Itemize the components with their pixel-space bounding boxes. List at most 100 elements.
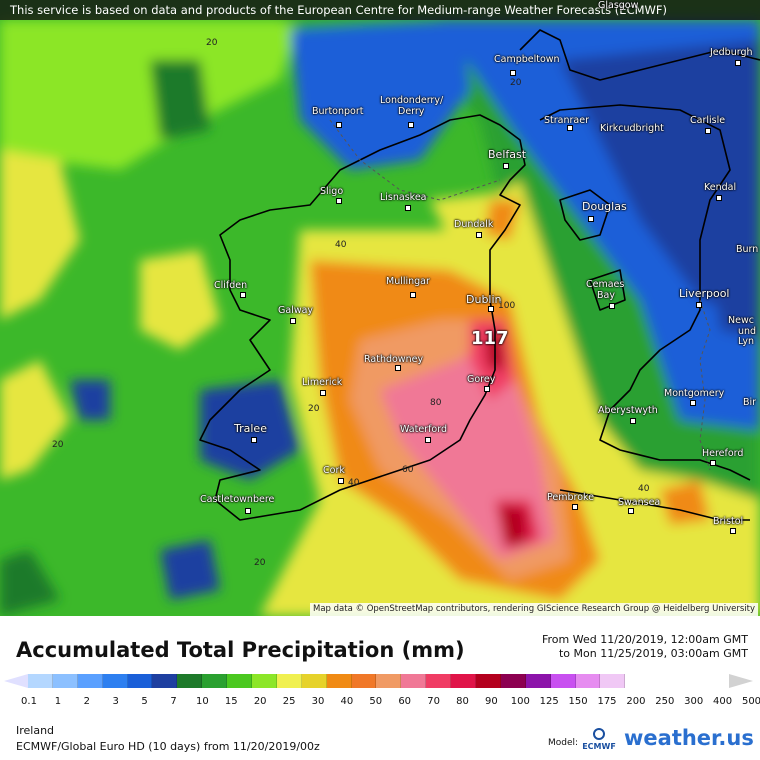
colorbar-tick-label: 80 xyxy=(456,696,469,707)
city-label: Newc xyxy=(728,315,754,326)
map-title: Accumulated Total Precipitation (mm) xyxy=(16,638,465,662)
colorbar-tick-label: 2 xyxy=(83,696,90,707)
colorbar-tick-label: 5 xyxy=(141,696,148,707)
colorbar-swatch xyxy=(276,674,302,688)
city-label: Stranraer xyxy=(544,115,589,126)
city-label: Galway xyxy=(278,305,314,316)
city-label: Tralee xyxy=(234,422,267,435)
city-marker xyxy=(730,528,736,534)
colorbar-tick-label: 175 xyxy=(597,696,617,707)
map-data-credit: Map data © OpenStreetMap contributors, r… xyxy=(310,603,758,616)
legend-panel: Accumulated Total Precipitation (mm) Fro… xyxy=(0,616,760,760)
city-marker xyxy=(336,122,342,128)
city-label: Douglas xyxy=(582,200,627,213)
colorbar-tick-label: 125 xyxy=(539,696,559,707)
colorbar-swatch xyxy=(476,674,501,688)
region-label: Ireland xyxy=(16,724,55,737)
precipitation-map[interactable]: This service is based on data and produc… xyxy=(0,0,760,616)
contour-label: 20 xyxy=(254,558,266,568)
colorbar-swatch xyxy=(451,674,477,688)
city-marker xyxy=(395,365,401,371)
city-marker xyxy=(735,60,741,66)
city-label: Limerick xyxy=(302,377,343,388)
colorbar-swatch xyxy=(102,674,128,688)
model-source: ECMWF/Global Euro HD (10 days) from 11/2… xyxy=(16,740,320,753)
max-value-label: 117 xyxy=(471,328,509,349)
colorbar-swatch xyxy=(301,674,327,688)
colorbar-tick-label: 0.1 xyxy=(21,696,37,707)
city-marker xyxy=(484,386,490,392)
colorbar-swatch xyxy=(376,674,402,688)
contour-label: 40 xyxy=(348,478,360,488)
colorbar-swatch xyxy=(426,674,452,688)
city-marker xyxy=(696,302,702,308)
city-marker xyxy=(503,163,509,169)
city-label: Swansea xyxy=(618,497,661,508)
city-label: Castletownbere xyxy=(200,494,275,505)
city-label: Dundalk xyxy=(454,219,494,230)
city-label: Bir xyxy=(743,397,757,408)
city-marker xyxy=(338,478,344,484)
colorbar-tick-label: 200 xyxy=(626,696,646,707)
colorbar xyxy=(28,674,626,688)
colorbar-min-arrow xyxy=(4,674,28,688)
model-label: Model: xyxy=(548,738,579,748)
colorbar-tick-label: 50 xyxy=(369,696,383,707)
city-label: Sligo xyxy=(320,186,344,197)
valid-to: to Mon 11/25/2019, 03:00am GMT xyxy=(558,647,748,660)
ecmwf-logo: ECMWF xyxy=(580,728,618,754)
colorbar-tick-label: 150 xyxy=(568,696,588,707)
colorbar-tick-label: 60 xyxy=(398,696,412,707)
colorbar-tick-label: 25 xyxy=(282,696,296,707)
contour-label: 100 xyxy=(498,301,516,311)
city-label: und xyxy=(738,326,757,337)
city-label: Cork xyxy=(323,465,345,476)
colorbar-tick-label: 400 xyxy=(713,696,733,707)
city-label: Campbeltown xyxy=(494,54,560,65)
city-marker xyxy=(630,418,636,424)
city-label: Montgomery xyxy=(664,388,725,399)
city-label: Kirkcudbright xyxy=(600,123,664,134)
colorbar-tick-label: 3 xyxy=(112,696,119,707)
colorbar-swatch xyxy=(600,674,626,688)
ecmwf-attribution-banner: This service is based on data and produc… xyxy=(0,0,760,20)
city-label: Glasgow xyxy=(598,0,639,11)
colorbar-swatch xyxy=(127,674,153,688)
city-label: Burtonport xyxy=(312,106,364,117)
city-marker xyxy=(572,504,578,510)
city-label: Lyn xyxy=(738,336,755,347)
city-label: Lisnaskea xyxy=(380,192,427,203)
colorbar-tick-label: 30 xyxy=(311,696,325,707)
colorbar-swatch xyxy=(177,674,203,688)
colorbar-swatch xyxy=(152,674,178,688)
contour-label: 20 xyxy=(510,78,522,88)
city-marker xyxy=(488,306,494,312)
colorbar-swatch xyxy=(202,674,228,688)
colorbar-swatch xyxy=(401,674,427,688)
city-label: Londonderry/ xyxy=(380,95,444,106)
contour-label: 80 xyxy=(430,398,442,408)
city-marker xyxy=(628,508,634,514)
city-label: Bay xyxy=(597,290,615,301)
colorbar-tick-label: 100 xyxy=(510,696,530,707)
city-marker xyxy=(251,437,257,443)
weather-us-logo[interactable]: weather.us xyxy=(624,726,754,750)
colorbar-tick-label: 500 xyxy=(741,696,760,707)
contour-label: 20 xyxy=(308,404,320,414)
city-marker xyxy=(245,508,251,514)
city-label: Derry xyxy=(398,106,425,117)
city-label: Clifden xyxy=(214,280,248,291)
city-marker xyxy=(716,195,722,201)
colorbar-tick-label: 90 xyxy=(485,696,498,707)
city-marker xyxy=(588,216,594,222)
colorbar-tick-label: 300 xyxy=(684,696,704,707)
city-label: Gorey xyxy=(467,374,496,385)
valid-period: From Wed 11/20/2019, 12:00am GMT to Mon … xyxy=(542,633,748,661)
colorbar-swatch xyxy=(550,674,576,688)
city-marker xyxy=(705,128,711,134)
colorbar-tick-label: 70 xyxy=(427,696,440,707)
ecmwf-logo-icon xyxy=(593,728,605,740)
city-marker xyxy=(567,125,573,131)
valid-from: From Wed 11/20/2019, 12:00am GMT xyxy=(541,633,748,646)
city-label: Cemaes xyxy=(586,279,625,290)
